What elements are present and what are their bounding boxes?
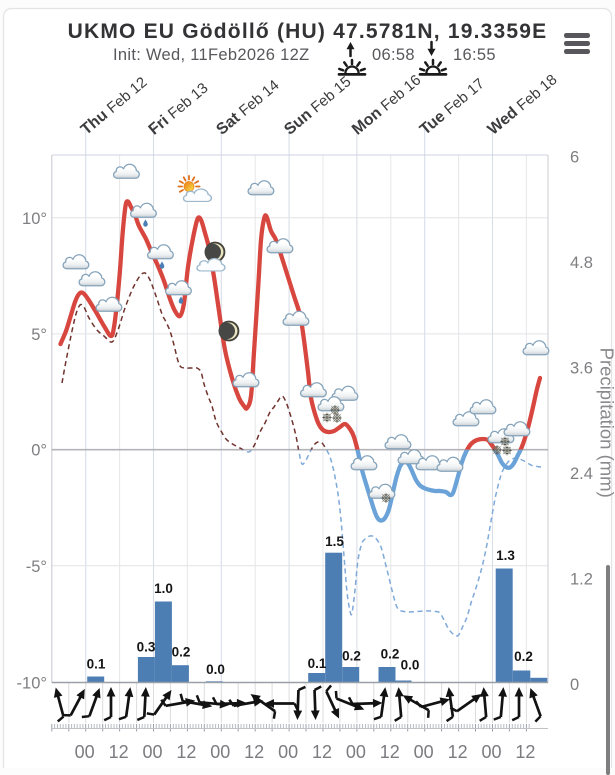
svg-text:1.2: 1.2	[570, 571, 593, 589]
svg-text:0.2: 0.2	[172, 645, 191, 660]
svg-text:10°: 10°	[22, 210, 47, 228]
svg-text:00: 00	[75, 742, 95, 762]
svg-text:2.4: 2.4	[570, 465, 593, 483]
svg-text:1.3: 1.3	[496, 548, 515, 563]
svg-text:00: 00	[278, 742, 298, 762]
svg-text:12: 12	[176, 742, 196, 762]
svg-text:00: 00	[346, 742, 366, 762]
svg-text:0.1: 0.1	[308, 656, 327, 671]
svg-text:12: 12	[448, 742, 468, 762]
svg-text:3.6: 3.6	[570, 360, 593, 378]
svg-text:6: 6	[570, 149, 579, 167]
svg-text:0.2: 0.2	[514, 649, 533, 664]
svg-text:00: 00	[481, 742, 501, 762]
svg-text:0.0: 0.0	[401, 658, 420, 673]
svg-text:00: 00	[414, 742, 434, 762]
svg-text:0.3: 0.3	[137, 640, 156, 655]
svg-text:12: 12	[312, 742, 332, 762]
svg-text:0.2: 0.2	[342, 649, 361, 664]
svg-text:0.2: 0.2	[381, 647, 400, 662]
svg-text:-10°: -10°	[17, 675, 47, 693]
svg-text:0°: 0°	[31, 442, 47, 460]
svg-text:00: 00	[142, 742, 162, 762]
svg-text:12: 12	[109, 742, 129, 762]
svg-text:0.1: 0.1	[87, 657, 106, 672]
svg-text:1.0: 1.0	[154, 581, 173, 596]
svg-text:0.0: 0.0	[206, 662, 225, 677]
svg-text:1.5: 1.5	[325, 534, 344, 549]
svg-text:-5°: -5°	[26, 558, 47, 576]
svg-text:12: 12	[244, 742, 264, 762]
svg-text:12: 12	[515, 742, 535, 762]
svg-text:5°: 5°	[31, 326, 47, 344]
svg-text:4.8: 4.8	[570, 254, 593, 272]
svg-text:00: 00	[210, 742, 230, 762]
svg-text:Precipitation (mm): Precipitation (mm)	[597, 348, 615, 498]
svg-text:0: 0	[570, 676, 579, 694]
svg-text:12: 12	[380, 742, 400, 762]
